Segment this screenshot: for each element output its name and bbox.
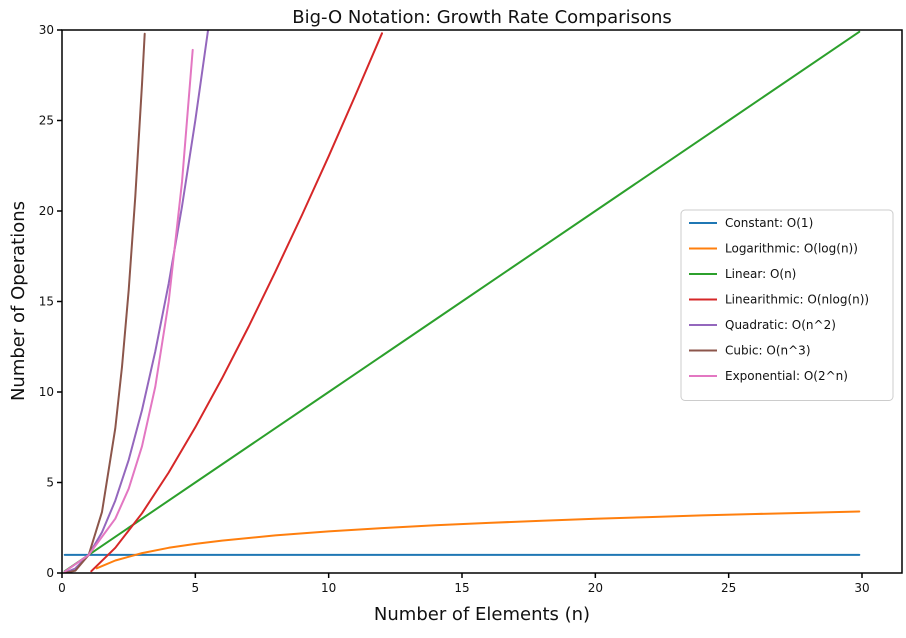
y-tick-label: 25	[39, 114, 54, 128]
series-line-3	[90, 32, 383, 573]
x-tick-label: 30	[854, 581, 869, 595]
y-tick-label: 20	[39, 204, 54, 218]
x-tick-label: 20	[588, 581, 603, 595]
x-tick-label: 0	[58, 581, 66, 595]
legend-entry: Quadratic: O(n^2)	[725, 318, 836, 332]
y-tick-label: 0	[46, 566, 54, 580]
x-tick-label: 25	[721, 581, 736, 595]
x-tick-label: 5	[192, 581, 200, 595]
series-line-1	[95, 510, 861, 570]
x-axis-label: Number of Elements (n)	[374, 604, 590, 625]
series-line-5	[63, 32, 146, 573]
legend-entry: Linear: O(n)	[725, 267, 796, 281]
legend-entry: Linearithmic: O(nlog(n))	[725, 293, 869, 307]
legend-entry: Logarithmic: O(log(n))	[725, 242, 858, 256]
chart-title: Big-O Notation: Growth Rate Comparisons	[292, 7, 672, 28]
legend-entry: Constant: O(1)	[725, 216, 813, 230]
x-tick-label: 10	[321, 581, 336, 595]
y-tick-label: 10	[39, 385, 54, 399]
legend-box	[680, 209, 894, 401]
x-tick-label: 15	[454, 581, 469, 595]
series-line-2	[63, 30, 861, 573]
y-tick-label: 15	[39, 295, 54, 309]
y-tick-label: 30	[39, 23, 54, 37]
y-tick-label: 5	[46, 476, 54, 490]
series-line-6	[63, 48, 194, 573]
y-axis-label: Number of Operations	[8, 201, 29, 401]
legend-entry: Exponential: O(2^n)	[725, 369, 848, 383]
legend-entry: Cubic: O(n^3)	[725, 344, 811, 358]
